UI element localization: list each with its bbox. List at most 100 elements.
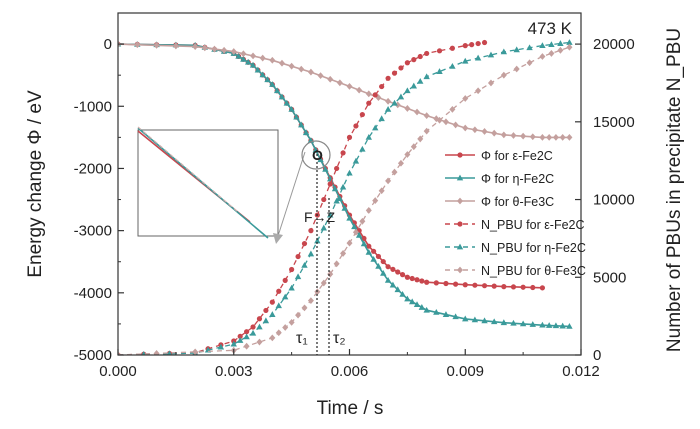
point-phi_theta <box>346 82 353 90</box>
point-n_theta <box>346 239 353 247</box>
y-left-tick-label: -3000 <box>74 223 112 240</box>
point-phi_eta <box>566 322 573 329</box>
point-n_eta <box>513 46 520 53</box>
point-phi_eta <box>331 185 339 192</box>
point-phi_eps <box>510 284 517 290</box>
point-phi_theta <box>153 41 160 49</box>
y-left-tick-label: -5000 <box>74 347 112 364</box>
point-n_eta <box>346 169 353 176</box>
point-phi_eps <box>491 283 497 289</box>
inset-theta-line <box>137 126 239 213</box>
point-n_theta <box>539 53 546 60</box>
point-phi_theta <box>211 45 218 53</box>
point-n_theta <box>365 207 372 214</box>
point-phi_eta <box>249 61 257 68</box>
point-n_eta <box>217 343 225 350</box>
point-n_theta <box>372 197 379 204</box>
point-n_eps <box>391 70 398 76</box>
point-n_eps <box>469 42 475 48</box>
point-phi_theta <box>471 126 478 134</box>
point-phi_eta <box>423 306 430 313</box>
point-phi_eta <box>408 298 416 305</box>
point-phi_theta <box>192 43 199 50</box>
point-phi_eps <box>414 277 420 283</box>
point-phi_eta <box>288 105 295 112</box>
point-n_eta <box>141 350 146 355</box>
point-phi_eps <box>395 269 401 275</box>
point-n_eta <box>539 42 546 49</box>
point-phi_theta <box>172 42 179 50</box>
point-phi_theta <box>546 133 553 141</box>
point-n_eps <box>334 165 340 172</box>
point-n_eta <box>320 224 327 231</box>
point-n_eta <box>487 51 495 58</box>
point-n_eps <box>327 181 333 187</box>
legend-marker-n_eta <box>456 243 464 250</box>
point-phi_eta <box>341 205 348 211</box>
point-n_eta <box>384 105 392 112</box>
point-n_eps <box>295 253 301 260</box>
tau1-label: τ₁ <box>296 330 308 347</box>
point-n_theta <box>557 46 564 54</box>
legend-marker-phi_eps <box>457 152 463 158</box>
y-right-tick-label: 0 <box>593 347 601 364</box>
point-phi_eps <box>375 253 382 260</box>
point-phi_eps <box>443 280 449 287</box>
point-phi_eta <box>254 66 262 73</box>
point-phi_eps <box>462 282 468 288</box>
point-phi_theta <box>442 118 449 126</box>
point-n_eta <box>423 73 430 80</box>
point-phi_eta <box>490 318 498 325</box>
point-n_eta <box>230 340 237 347</box>
point-phi_eta <box>240 55 247 62</box>
point-phi_eta <box>264 76 271 83</box>
point-n_theta <box>340 250 347 257</box>
point-n_theta <box>301 304 308 312</box>
point-n_theta <box>462 95 469 102</box>
point-n_eps <box>282 277 288 283</box>
point-n_eta <box>397 93 405 100</box>
legend-marker-phi_eta <box>456 174 464 181</box>
legend-label-phi_eps: Φ for ε-Fe2C <box>481 149 553 163</box>
legend-marker-n_theta <box>457 266 463 274</box>
point-n_eta <box>526 44 533 51</box>
point-n_eta <box>404 87 411 94</box>
point-phi_eta <box>283 99 291 106</box>
point-phi_eps <box>419 278 425 284</box>
point-phi_theta <box>221 46 228 54</box>
legend-marker-phi_theta <box>457 197 463 205</box>
point-n_eta <box>548 41 555 48</box>
point-n_eps <box>263 307 269 314</box>
x-tick-label: 0.012 <box>562 363 600 380</box>
point-phi_eps <box>361 235 367 242</box>
inset-callout-line <box>277 151 306 237</box>
point-n_eta <box>294 273 302 280</box>
x-axis-title: Time / s <box>317 398 384 419</box>
point-o-circle <box>301 140 331 170</box>
point-n_eps <box>366 100 372 106</box>
point-phi_eta <box>380 269 387 276</box>
point-n_eta <box>359 145 366 152</box>
point-n_theta <box>404 151 411 158</box>
point-phi_theta <box>500 131 507 139</box>
series-n_theta <box>118 43 573 355</box>
point-phi_eps <box>424 279 430 285</box>
point-phi_eta <box>317 156 324 163</box>
point-phi_eps <box>366 243 372 249</box>
point-n_theta <box>275 329 282 337</box>
point-phi_eta <box>389 281 397 288</box>
zoom-inset <box>137 126 306 244</box>
point-n_eps <box>436 48 443 54</box>
point-n_theta <box>269 334 276 342</box>
y-right-tick-label: 20000 <box>593 36 635 53</box>
point-n_eps <box>379 83 385 90</box>
point-n_eta <box>378 115 385 122</box>
point-n_eps <box>449 45 455 51</box>
point-n_eta <box>417 78 424 84</box>
point-n_eps <box>308 228 314 234</box>
point-phi_eps <box>371 248 377 254</box>
point-phi_eta <box>293 113 300 120</box>
point-n_eta <box>339 183 347 190</box>
point-phi_eta <box>336 195 344 202</box>
x-tick-label: 0.003 <box>215 363 253 380</box>
